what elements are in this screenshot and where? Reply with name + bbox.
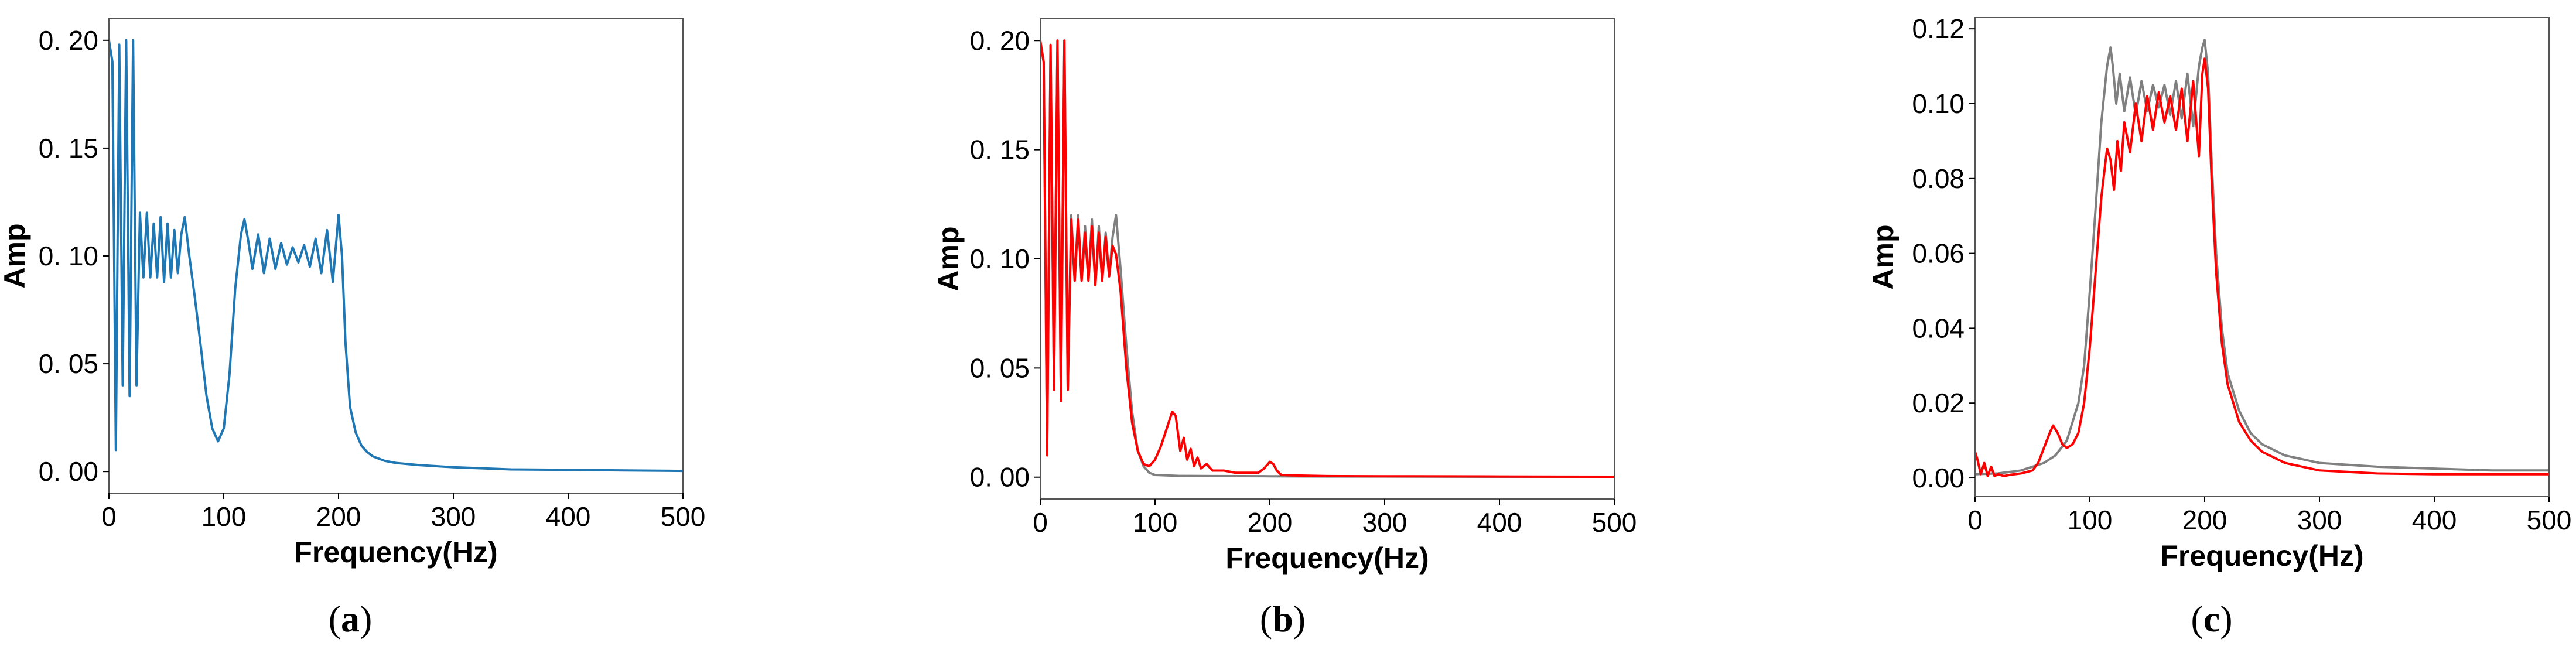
y-tick-label: 0. 00 xyxy=(970,462,1030,493)
y-tick-label: 0. 10 xyxy=(970,244,1030,274)
x-tick-label: 500 xyxy=(1592,507,1637,538)
y-tick-label: 0.08 xyxy=(1912,163,1965,194)
x-tick-label: 400 xyxy=(546,501,591,532)
series-line-1 xyxy=(109,39,683,473)
y-tick-label: 0. 05 xyxy=(970,353,1030,383)
panel-label: (b) xyxy=(1260,598,1306,640)
x-tick-label: 400 xyxy=(2412,505,2457,535)
x-axis-title: Frequency(Hz) xyxy=(294,536,497,569)
x-tick-label: 0 xyxy=(101,501,117,532)
x-tick-label: 200 xyxy=(1248,507,1293,538)
x-tick-label: 0 xyxy=(1033,507,1048,538)
y-tick-label: 0.02 xyxy=(1912,388,1965,418)
y-tick-label: 0. 15 xyxy=(39,133,98,163)
y-tick-label: 0.00 xyxy=(1912,463,1965,493)
series-group xyxy=(109,39,683,473)
plot-frame xyxy=(108,18,684,494)
y-tick-label: 0.12 xyxy=(1912,13,1965,44)
y-tick-label: 0. 20 xyxy=(970,25,1030,56)
chart-panel-b: 0 100 200 300 400 500 0. 00 0. 05 0. 10 0. 15 0. 2… xyxy=(932,18,1637,640)
plot-frame xyxy=(1040,18,1615,500)
y-tick-label: 0.10 xyxy=(1912,88,1965,119)
panel-label: (c) xyxy=(2191,598,2232,640)
x-tick-label: 100 xyxy=(201,501,247,532)
series-line-1 xyxy=(1975,39,2549,476)
y-tick-label: 0. 10 xyxy=(39,241,98,271)
x-tick-label: 400 xyxy=(1477,507,1522,538)
y-tick-label: 0.04 xyxy=(1912,313,1965,343)
series-group xyxy=(1040,39,1614,478)
y-axis-title: Amp xyxy=(932,226,965,291)
x-tick-label: 500 xyxy=(661,501,706,532)
y-tick-label: 0. 20 xyxy=(39,25,98,56)
x-tick-label: 300 xyxy=(1362,507,1407,538)
x-tick-label: 200 xyxy=(316,501,361,532)
x-tick-label: 300 xyxy=(2297,505,2342,535)
x-tick-label: 100 xyxy=(2068,505,2113,535)
y-tick-label: 0. 05 xyxy=(39,348,98,379)
x-tick-label: 200 xyxy=(2182,505,2227,535)
y-tick-label: 0. 00 xyxy=(39,456,98,487)
chart-panel-c: 0 100 200 300 400 500 0.00 0.02 0.04 0.06 0.08 0.10… xyxy=(1867,13,2571,640)
series-line-2 xyxy=(1975,57,2549,477)
x-axis-title: Frequency(Hz) xyxy=(2160,539,2363,572)
y-axis-title: Amp xyxy=(1867,224,1899,289)
chart-panel-a: 0 100 200 300 400 500 0. 00 0. 05 0. 10 0. 15 0. 2… xyxy=(0,18,706,640)
series-line-2 xyxy=(1040,39,1614,478)
x-tick-label: 500 xyxy=(2527,505,2572,535)
series-group xyxy=(1975,39,2549,477)
series-line-1 xyxy=(1040,39,1614,478)
x-tick-label: 100 xyxy=(1133,507,1178,538)
x-tick-label: 300 xyxy=(431,501,476,532)
y-axis-title: Amp xyxy=(0,223,31,288)
x-tick-label: 0 xyxy=(1967,505,1983,535)
panel-label: (a) xyxy=(329,598,373,640)
plot-frame xyxy=(1974,17,2550,497)
y-tick-label: 0.06 xyxy=(1912,238,1965,269)
x-axis-title: Frequency(Hz) xyxy=(1225,542,1429,575)
y-tick-label: 0. 15 xyxy=(970,135,1030,165)
